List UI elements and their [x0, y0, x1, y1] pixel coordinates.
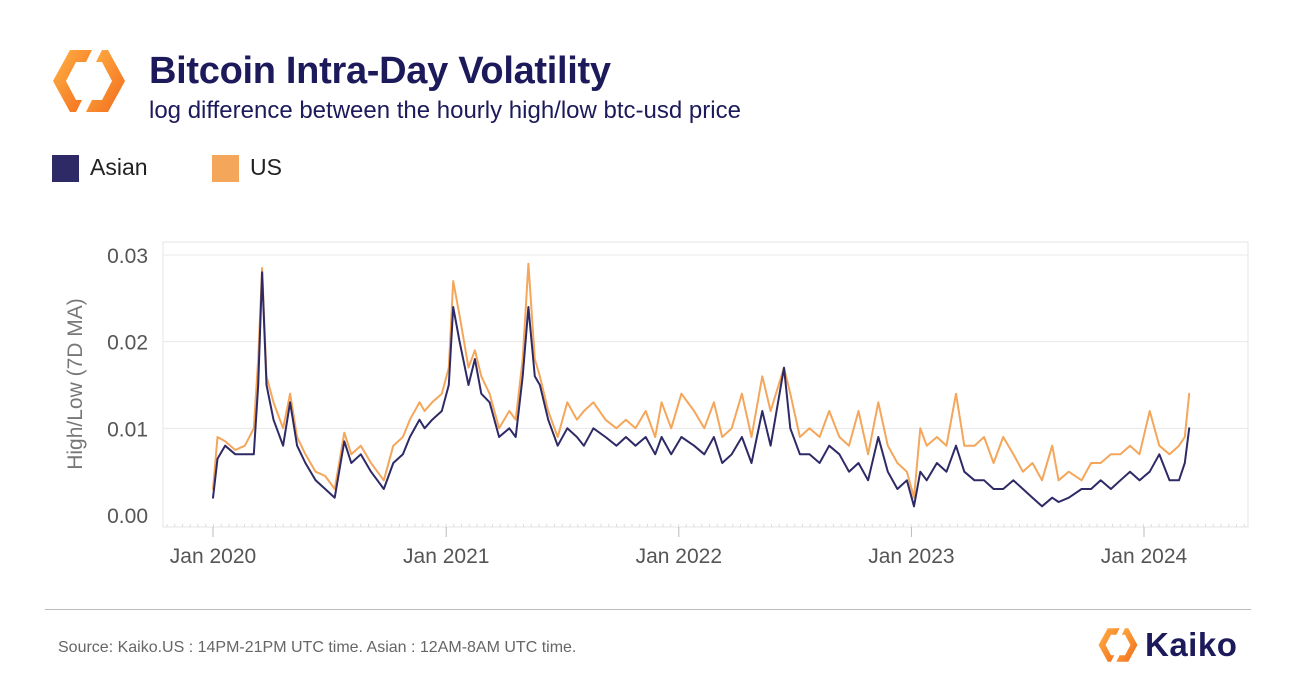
y-tick-label: 0.01: [107, 418, 148, 441]
page-subtitle: log difference between the hourly high/l…: [149, 97, 741, 124]
kaiko-logo-icon: [53, 50, 125, 112]
legend-label-asian: Asian: [90, 154, 148, 180]
brand-logo: Kaiko: [1098, 624, 1248, 668]
x-tick-label: Jan 2024: [1101, 545, 1188, 568]
y-tick-label: 0.03: [107, 245, 148, 268]
series-line-us: [212, 262, 1191, 499]
x-tick-label: Jan 2023: [868, 545, 954, 568]
legend-swatch-asian: [52, 155, 79, 182]
x-tick-label: Jan 2022: [636, 545, 722, 568]
x-tick-label: Jan 2021: [403, 545, 489, 568]
y-tick-label: 0.02: [107, 332, 148, 355]
footer-divider: [45, 609, 1251, 610]
plot-frame: [162, 241, 1249, 528]
legend-swatch-us: [212, 155, 239, 182]
series-line-asian: [212, 271, 1191, 508]
legend-label-us: US: [250, 154, 282, 180]
y-axis-label: High/Low (7D MA): [64, 298, 87, 470]
x-tick-label: Jan 2020: [170, 545, 256, 568]
y-tick-label: 0.00: [107, 505, 148, 528]
brand-name: Kaiko: [1145, 626, 1238, 663]
page-title: Bitcoin Intra-Day Volatility: [149, 50, 611, 92]
kaiko-brand-icon: [1098, 628, 1138, 662]
volatility-line-chart: 0.00 0.01 0.02 0.03 Jan 2020 Jan 2021 Jan 2022…: [64, 241, 1249, 568]
source-note: Source: Kaiko.US : 14PM-21PM UTC time. A…: [58, 639, 577, 656]
